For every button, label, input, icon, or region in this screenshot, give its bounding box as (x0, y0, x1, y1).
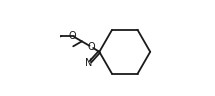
Text: O: O (88, 42, 95, 52)
Text: N: N (85, 58, 93, 68)
Text: O: O (68, 31, 76, 41)
